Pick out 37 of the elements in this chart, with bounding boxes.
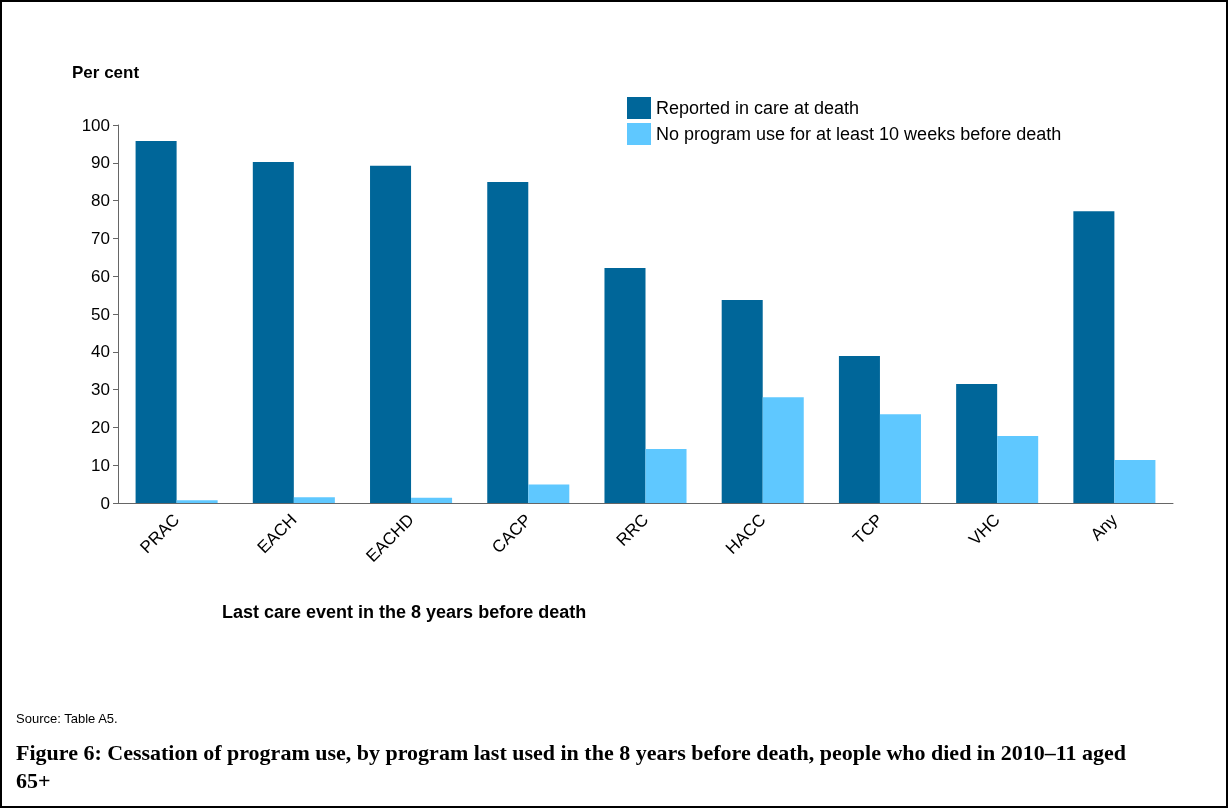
y-axis-title: Per cent [72,63,140,82]
legend-label: No program use for at least 10 weeks before death [656,124,1062,144]
bar [997,436,1039,503]
bar [293,497,335,503]
y-tick-label: 20 [91,417,110,437]
bar [879,414,921,503]
y-tick-label: 60 [91,266,110,286]
bar [721,300,763,503]
y-tick-label: 10 [91,455,110,475]
bar [762,397,804,503]
bar [645,448,687,503]
bar [411,497,453,503]
bar [1073,211,1115,503]
bar [604,267,646,503]
x-tick-label: TCP [849,510,887,548]
bar [1114,459,1156,503]
bar [956,383,998,503]
y-tick-label: 70 [91,228,110,248]
bar [838,355,880,503]
text: Figure 6: Cessation of program use, by program last used in the 8 years before death, people who died in 2010–11 aged 65+ [16,739,1132,793]
bar [487,182,529,503]
y-tick-label: 40 [91,342,110,362]
y-tick-label: 100 [81,115,110,135]
bar [528,484,570,503]
legend-label: Reported in care at death [656,98,860,118]
y-tick-label: 0 [100,493,110,513]
bar [176,500,218,503]
source-note: Source: Table A5. [16,711,118,726]
y-tick-label: 90 [91,153,110,173]
x-axis-title: Last care event in the 8 years before death [222,602,587,622]
y-tick-label: 80 [91,191,110,211]
bar [252,162,294,503]
bar [135,140,177,503]
x-tick-label: Any [1086,509,1122,545]
y-tick-label: 50 [91,304,110,324]
y-tick-label: 30 [91,380,110,400]
bar [370,165,412,503]
